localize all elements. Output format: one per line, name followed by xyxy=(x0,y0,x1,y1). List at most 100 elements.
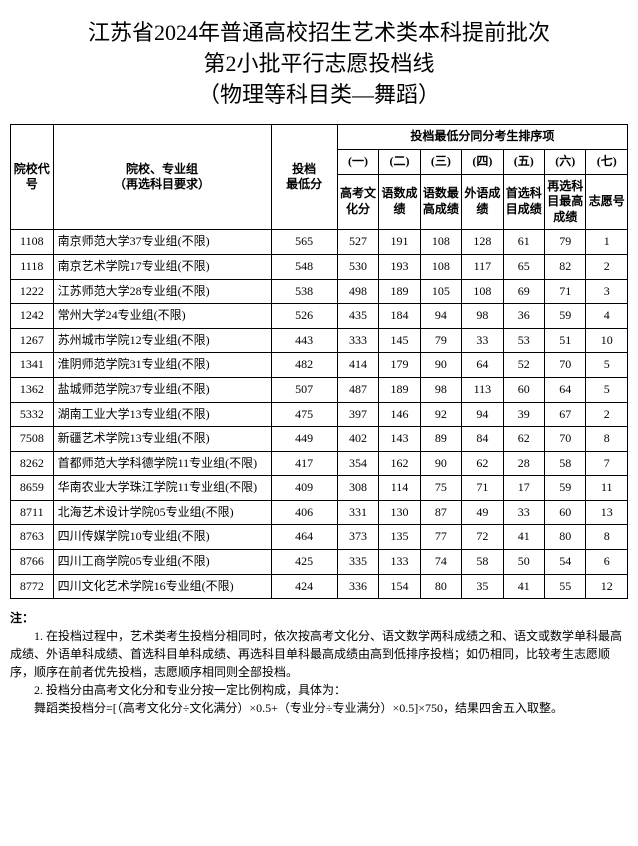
cell-value: 335 xyxy=(337,550,378,575)
title-line1: 江苏省2024年普通高校招生艺术类本科提前批次 xyxy=(88,20,550,45)
cell-score: 565 xyxy=(271,230,337,255)
cell-value: 61 xyxy=(503,230,544,255)
score-table: 院校代号 院校、专业组（再选科目要求） 投档最低分 投档最低分同分考生排序项 (… xyxy=(10,124,628,599)
cell-code: 1341 xyxy=(11,353,54,378)
cell-value: 60 xyxy=(503,377,544,402)
cell-value: 7 xyxy=(586,451,628,476)
cell-value: 79 xyxy=(545,230,586,255)
cell-value: 62 xyxy=(462,451,503,476)
cell-value: 11 xyxy=(586,476,628,501)
notes-p1: 1. 在投档过程中，艺术类考生投档分相同时，依次按高考文化分、语文数学两科成绩之… xyxy=(10,627,628,681)
th-sub-5: (五) xyxy=(503,149,544,174)
cell-value: 184 xyxy=(379,304,420,329)
cell-value: 336 xyxy=(337,574,378,599)
table-row: 1108南京师范大学37专业组(不限)56552719110812861791 xyxy=(11,230,628,255)
th-code: 院校代号 xyxy=(11,125,54,230)
cell-score: 475 xyxy=(271,402,337,427)
th-lbl-5: 首选科目成绩 xyxy=(503,174,544,230)
cell-code: 8262 xyxy=(11,451,54,476)
cell-value: 108 xyxy=(420,230,461,255)
th-score: 投档最低分 xyxy=(271,125,337,230)
th-lbl-6: 再选科目最高成绩 xyxy=(545,174,586,230)
cell-value: 82 xyxy=(545,254,586,279)
cell-value: 114 xyxy=(379,476,420,501)
cell-value: 189 xyxy=(379,279,420,304)
cell-name: 四川传媒学院10专业组(不限) xyxy=(53,525,271,550)
cell-value: 145 xyxy=(379,328,420,353)
cell-name: 四川工商学院05专业组(不限) xyxy=(53,550,271,575)
table-row: 8262首都师范大学科德学院11专业组(不限)41735416290622858… xyxy=(11,451,628,476)
table-row: 1222江苏师范大学28专业组(不限)53849818910510869713 xyxy=(11,279,628,304)
cell-score: 526 xyxy=(271,304,337,329)
cell-value: 8 xyxy=(586,427,628,452)
cell-name: 四川文化艺术学院16专业组(不限) xyxy=(53,574,271,599)
cell-value: 71 xyxy=(545,279,586,304)
th-lbl-1: 高考文化分 xyxy=(337,174,378,230)
notes-title: 注： xyxy=(10,609,628,627)
cell-value: 397 xyxy=(337,402,378,427)
table-row: 1362盐城师范学院37专业组(不限)5074871899811360645 xyxy=(11,377,628,402)
cell-name: 湖南工业大学13专业组(不限) xyxy=(53,402,271,427)
table-row: 7508新疆艺术学院13专业组(不限)449402143898462708 xyxy=(11,427,628,452)
cell-name: 江苏师范大学28专业组(不限) xyxy=(53,279,271,304)
cell-value: 117 xyxy=(462,254,503,279)
cell-score: 417 xyxy=(271,451,337,476)
cell-code: 1118 xyxy=(11,254,54,279)
table-header: 院校代号 院校、专业组（再选科目要求） 投档最低分 投档最低分同分考生排序项 (… xyxy=(11,125,628,230)
cell-value: 89 xyxy=(420,427,461,452)
cell-value: 402 xyxy=(337,427,378,452)
cell-value: 39 xyxy=(503,402,544,427)
cell-value: 191 xyxy=(379,230,420,255)
cell-score: 482 xyxy=(271,353,337,378)
cell-value: 77 xyxy=(420,525,461,550)
cell-value: 52 xyxy=(503,353,544,378)
cell-value: 498 xyxy=(337,279,378,304)
cell-value: 33 xyxy=(503,500,544,525)
cell-value: 70 xyxy=(545,353,586,378)
cell-value: 193 xyxy=(379,254,420,279)
cell-value: 49 xyxy=(462,500,503,525)
th-lbl-2: 语数成绩 xyxy=(379,174,420,230)
cell-code: 8711 xyxy=(11,500,54,525)
cell-value: 94 xyxy=(420,304,461,329)
cell-name: 新疆艺术学院13专业组(不限) xyxy=(53,427,271,452)
notes-section: 注： 1. 在投档过程中，艺术类考生投档分相同时，依次按高考文化分、语文数学两科… xyxy=(10,609,628,717)
cell-value: 60 xyxy=(545,500,586,525)
cell-code: 7508 xyxy=(11,427,54,452)
cell-value: 331 xyxy=(337,500,378,525)
cell-score: 449 xyxy=(271,427,337,452)
cell-name: 南京师范大学37专业组(不限) xyxy=(53,230,271,255)
cell-value: 98 xyxy=(420,377,461,402)
cell-value: 487 xyxy=(337,377,378,402)
cell-code: 5332 xyxy=(11,402,54,427)
cell-value: 308 xyxy=(337,476,378,501)
cell-value: 50 xyxy=(503,550,544,575)
cell-name: 华南农业大学珠江学院11专业组(不限) xyxy=(53,476,271,501)
cell-name: 苏州城市学院12专业组(不限) xyxy=(53,328,271,353)
cell-value: 530 xyxy=(337,254,378,279)
cell-value: 51 xyxy=(545,328,586,353)
cell-value: 35 xyxy=(462,574,503,599)
cell-code: 1242 xyxy=(11,304,54,329)
cell-value: 62 xyxy=(503,427,544,452)
cell-value: 4 xyxy=(586,304,628,329)
cell-value: 58 xyxy=(545,451,586,476)
cell-value: 70 xyxy=(545,427,586,452)
cell-value: 80 xyxy=(420,574,461,599)
cell-value: 108 xyxy=(462,279,503,304)
cell-code: 1362 xyxy=(11,377,54,402)
cell-value: 5 xyxy=(586,353,628,378)
cell-value: 54 xyxy=(545,550,586,575)
cell-name: 首都师范大学科德学院11专业组(不限) xyxy=(53,451,271,476)
th-sub-3: (三) xyxy=(420,149,461,174)
cell-value: 74 xyxy=(420,550,461,575)
cell-value: 143 xyxy=(379,427,420,452)
cell-value: 59 xyxy=(545,476,586,501)
cell-value: 12 xyxy=(586,574,628,599)
cell-name: 盐城师范学院37专业组(不限) xyxy=(53,377,271,402)
table-row: 8711北海艺术设计学院05专业组(不限)4063311308749336013 xyxy=(11,500,628,525)
cell-value: 333 xyxy=(337,328,378,353)
cell-score: 409 xyxy=(271,476,337,501)
cell-value: 71 xyxy=(462,476,503,501)
cell-code: 8763 xyxy=(11,525,54,550)
